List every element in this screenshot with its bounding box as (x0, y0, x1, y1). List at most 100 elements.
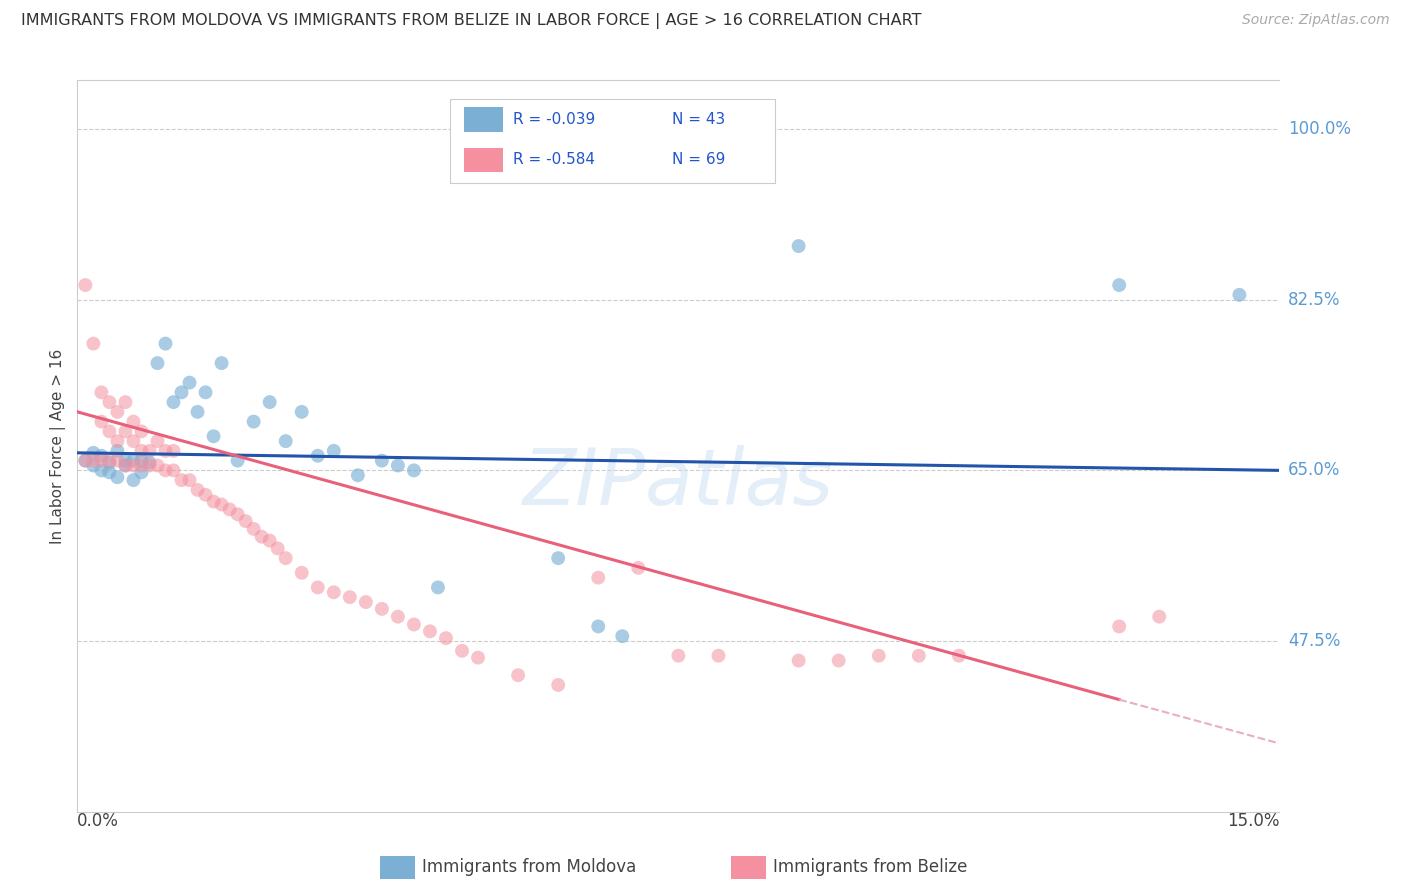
Point (75, 453, 97, 467)
Point (186, 483, 209, 497)
Point (114, 425, 136, 439)
Text: 65.0%: 65.0% (1288, 461, 1340, 479)
Point (307, 449, 329, 463)
Point (98, 395, 121, 409)
Point (114, 458, 136, 473)
Point (75, 278, 97, 293)
Text: Immigrants from Moldova: Immigrants from Moldova (422, 858, 636, 877)
Point (868, 648, 890, 663)
Text: 82.5%: 82.5% (1288, 291, 1340, 309)
Point (114, 395, 136, 409)
Point (371, 602, 394, 616)
Point (98, 453, 121, 467)
Point (235, 514, 257, 528)
Point (82, 336, 104, 351)
Point (588, 571, 610, 585)
Point (434, 631, 457, 645)
Point (1108, 278, 1130, 293)
Point (242, 415, 264, 429)
Text: N = 69: N = 69 (672, 152, 725, 167)
Point (668, 648, 690, 663)
Text: R = -0.039: R = -0.039 (513, 112, 595, 127)
Point (122, 434, 145, 449)
Text: ZIPatlas: ZIPatlas (523, 444, 834, 521)
Point (82, 453, 104, 467)
Point (194, 488, 217, 502)
Point (98, 466, 121, 480)
Point (90, 385, 112, 400)
Point (90, 453, 112, 467)
Point (138, 443, 160, 458)
Point (787, 654, 810, 668)
Point (138, 456, 160, 470)
Point (627, 561, 650, 575)
Point (451, 644, 474, 658)
Text: 100.0%: 100.0% (1288, 120, 1351, 138)
Point (267, 541, 290, 556)
Point (122, 415, 145, 429)
Point (138, 458, 160, 473)
Text: Source: ZipAtlas.com: Source: ZipAtlas.com (1241, 13, 1389, 28)
Point (787, 239, 810, 253)
Point (948, 648, 970, 663)
Point (1108, 619, 1130, 633)
Point (114, 458, 136, 473)
Point (155, 443, 177, 458)
Point (347, 468, 370, 483)
Point (218, 502, 240, 516)
Point (387, 609, 409, 624)
Point (107, 434, 129, 449)
Y-axis label: In Labor Force | Age > 16: In Labor Force | Age > 16 (51, 349, 66, 543)
Point (419, 624, 441, 639)
Point (107, 443, 129, 458)
Point (427, 581, 450, 595)
Point (82, 458, 104, 473)
Point (114, 453, 136, 467)
Point (250, 530, 273, 544)
Point (202, 429, 225, 443)
Point (90, 449, 112, 463)
Point (162, 395, 184, 409)
Point (107, 470, 129, 484)
Point (146, 458, 169, 473)
Point (131, 458, 153, 473)
Point (828, 654, 851, 668)
Point (612, 629, 634, 643)
Point (322, 443, 344, 458)
Point (146, 356, 169, 370)
Point (90, 415, 112, 429)
Point (307, 581, 329, 595)
Point (1229, 288, 1251, 302)
Point (322, 585, 344, 599)
Text: R = -0.584: R = -0.584 (513, 152, 595, 167)
Point (122, 473, 145, 487)
Point (259, 395, 281, 409)
Point (211, 356, 233, 370)
Bar (450, 99, 775, 183)
Point (226, 453, 249, 467)
Point (402, 617, 425, 632)
Point (90, 463, 112, 477)
Point (75, 453, 97, 467)
Point (226, 508, 249, 522)
Point (186, 405, 209, 419)
Point (291, 566, 314, 580)
Point (274, 551, 297, 566)
Bar (464, 107, 503, 132)
Point (547, 678, 569, 692)
Point (162, 443, 184, 458)
Text: IMMIGRANTS FROM MOLDOVA VS IMMIGRANTS FROM BELIZE IN LABOR FORCE | AGE > 16 CORR: IMMIGRANTS FROM MOLDOVA VS IMMIGRANTS FR… (21, 13, 921, 29)
Point (146, 434, 169, 449)
Point (387, 458, 409, 473)
Point (162, 463, 184, 477)
Point (547, 551, 569, 566)
Bar (464, 147, 503, 172)
Point (242, 522, 264, 536)
Point (467, 650, 489, 665)
Point (707, 648, 730, 663)
Text: N = 43: N = 43 (672, 112, 725, 127)
Point (194, 385, 217, 400)
Point (211, 498, 233, 512)
Point (131, 453, 153, 467)
Point (202, 494, 225, 508)
